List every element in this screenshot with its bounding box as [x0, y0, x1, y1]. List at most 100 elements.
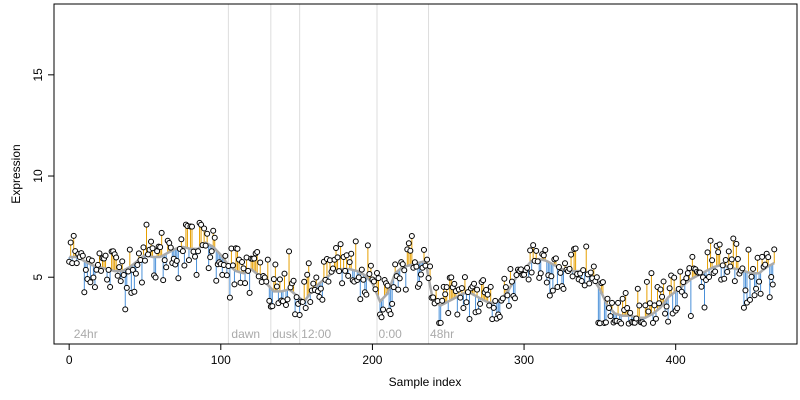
- data-point: [501, 275, 508, 282]
- data-point: [293, 294, 300, 301]
- data-point: [566, 265, 573, 272]
- data-point: [345, 272, 352, 279]
- data-point: [163, 264, 170, 271]
- plot-area: [66, 4, 778, 344]
- data-point: [141, 257, 148, 264]
- data-point: [636, 302, 643, 309]
- data-point: [652, 315, 659, 322]
- data-point: [195, 248, 202, 255]
- y-axis-label: Expression: [9, 144, 23, 203]
- data-point: [471, 280, 478, 287]
- data-point: [756, 278, 763, 285]
- data-point: [395, 286, 402, 293]
- data-point: [223, 272, 230, 279]
- data-point: [683, 275, 690, 282]
- data-point: [266, 297, 273, 304]
- data-point: [543, 279, 550, 286]
- data-point: [663, 303, 670, 310]
- data-point: [548, 273, 555, 280]
- data-point: [192, 253, 199, 260]
- data-point: [91, 284, 98, 291]
- data-point: [442, 291, 449, 298]
- data-point: [569, 273, 576, 280]
- data-point: [753, 285, 760, 292]
- data-point: [387, 311, 394, 318]
- data-point: [363, 291, 370, 298]
- data-point: [384, 282, 391, 289]
- data-point: [240, 265, 247, 272]
- data-point: [578, 278, 585, 285]
- data-point: [357, 296, 364, 303]
- data-point: [560, 285, 567, 292]
- data-point: [337, 241, 344, 248]
- data-point: [408, 233, 415, 240]
- data-point: [263, 278, 270, 285]
- data-point: [656, 300, 663, 307]
- data-point: [769, 281, 776, 288]
- data-point: [765, 254, 772, 261]
- data-point: [533, 247, 540, 254]
- data-point: [475, 308, 482, 315]
- phase-label-1200: 12:00: [301, 327, 331, 341]
- data-point: [716, 241, 723, 248]
- data-point: [504, 292, 511, 299]
- data-point: [719, 262, 726, 269]
- data-point: [746, 296, 753, 303]
- data-point: [433, 284, 440, 291]
- data-point: [740, 304, 747, 311]
- data-point: [474, 286, 481, 293]
- data-point: [508, 278, 515, 285]
- data-point: [443, 284, 450, 291]
- phase-label-000: 0:00: [378, 327, 402, 341]
- data-point: [402, 286, 409, 293]
- data-point: [657, 286, 664, 293]
- data-point: [105, 266, 112, 273]
- data-point: [555, 263, 562, 270]
- data-point: [513, 272, 520, 279]
- data-point: [352, 238, 359, 245]
- data-point: [96, 250, 103, 257]
- data-point: [98, 267, 105, 274]
- data-point: [684, 270, 691, 277]
- data-point: [304, 271, 311, 278]
- data-point: [90, 274, 97, 281]
- data-point: [624, 304, 631, 311]
- x-tick-label: 300: [514, 353, 534, 367]
- data-point: [604, 295, 611, 302]
- data-point: [466, 316, 473, 323]
- data-point: [627, 309, 634, 316]
- data-point: [722, 256, 729, 263]
- data-point: [284, 296, 291, 303]
- data-point: [370, 278, 377, 285]
- data-point: [116, 264, 123, 271]
- data-point: [257, 259, 264, 266]
- data-point: [102, 252, 109, 259]
- data-point: [662, 310, 669, 317]
- x-tick-label: 0: [66, 353, 73, 367]
- data-point: [734, 256, 741, 263]
- data-point: [599, 279, 606, 286]
- data-point: [712, 268, 719, 275]
- data-point: [175, 275, 182, 282]
- data-point: [649, 319, 656, 326]
- data-point: [430, 294, 437, 301]
- data-point: [572, 245, 579, 252]
- data-point: [730, 235, 737, 242]
- data-point: [73, 260, 80, 267]
- data-point: [342, 267, 349, 274]
- data-point: [739, 265, 746, 272]
- data-point: [334, 254, 341, 261]
- data-point: [148, 238, 155, 245]
- data-point: [768, 274, 775, 281]
- data-point: [390, 284, 397, 291]
- data-point: [454, 311, 461, 318]
- data-point: [748, 273, 755, 280]
- data-point: [367, 262, 374, 269]
- data-point: [254, 248, 261, 255]
- data-point: [104, 276, 111, 283]
- data-point: [117, 278, 124, 285]
- data-point: [645, 308, 652, 315]
- data-point: [540, 252, 547, 259]
- x-tick-label: 400: [666, 353, 686, 367]
